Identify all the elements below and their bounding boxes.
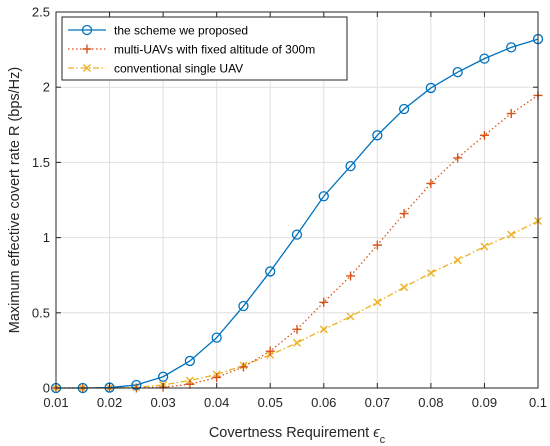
data-point [184, 355, 196, 367]
data-point [265, 346, 275, 356]
x-axis-label-symbol: ϵ [373, 425, 380, 441]
data-point [319, 325, 328, 334]
legend: the scheme we proposed multi-UAVs with fi… [61, 16, 348, 81]
x-tick-label: 0.09 [472, 395, 497, 410]
data-point [291, 229, 303, 240]
data-point [372, 130, 383, 141]
data-point [345, 161, 356, 172]
legend-marker [81, 24, 93, 36]
data-point [426, 268, 435, 277]
legend-item: conventional single UAV [68, 62, 243, 76]
legend-label: the scheme we proposed [114, 24, 248, 38]
data-point [506, 109, 516, 119]
data-point [265, 266, 276, 277]
data-point [506, 42, 517, 53]
data-point [346, 271, 356, 281]
x-tick-label: 0.01 [43, 395, 68, 410]
data-point [373, 298, 382, 307]
y-tick-label: 2.5 [32, 5, 50, 20]
x-tick-label: 0.04 [204, 395, 229, 410]
legend-marker [83, 64, 91, 72]
axes-box [55, 11, 539, 389]
x-axis-label: Covertness Requirement ϵc [209, 425, 386, 446]
x-tick-label: 0.07 [365, 395, 390, 410]
data-point [400, 283, 409, 292]
series-line [56, 38, 539, 389]
x-axis-label-sub: c [380, 434, 386, 446]
y-tick-label: 0 [43, 381, 50, 396]
data-point [453, 153, 463, 163]
data-point [211, 332, 222, 343]
x-tick-label: 0.1 [529, 395, 547, 410]
data-point [131, 379, 142, 391]
data-point [318, 191, 329, 202]
data-point [398, 103, 410, 115]
y-tick-label: 1.5 [32, 155, 50, 170]
x-tick-label: 0.06 [311, 395, 336, 410]
data-point [399, 209, 409, 219]
y-tick-label: 2 [43, 80, 50, 95]
x-tick-label: 0.02 [97, 395, 122, 410]
x-tick-label: 0.05 [258, 395, 283, 410]
data-point [212, 372, 222, 382]
x-axis-label-main: Covertness Requirement [209, 425, 373, 441]
data-point [292, 324, 302, 334]
tick-labels: 0.01 0.02 0.03 0.04 0.05 0.06 0.07 0.08 0.09 0.1 0… [32, 5, 547, 411]
data-point [453, 256, 462, 265]
data-point [319, 297, 329, 307]
legend-label: conventional single UAV [114, 62, 243, 76]
legend-label: multi-UAVs with fixed altitude of 300m [114, 43, 315, 57]
data-point [157, 371, 169, 382]
x-tick-label: 0.03 [150, 395, 175, 410]
ticks [55, 11, 539, 389]
data-point [293, 338, 301, 347]
data-point [507, 230, 516, 239]
x-tick-label: 0.08 [418, 395, 443, 410]
data-point [372, 240, 382, 250]
series-circle [50, 33, 544, 394]
data-point [480, 242, 489, 251]
data-point [479, 53, 490, 64]
data-point [238, 300, 249, 312]
y-axis-label: Maximum effective covert rate R (bps/Hz) [7, 67, 23, 333]
legend-box [61, 16, 348, 81]
data-point [346, 312, 355, 321]
data-point [185, 379, 195, 389]
data-point [426, 178, 436, 188]
data-point [425, 82, 437, 94]
data-point [238, 362, 248, 372]
legend-marker [82, 44, 92, 54]
y-tick-label: 0.5 [32, 305, 50, 320]
data-point [479, 130, 489, 140]
legend-item: multi-UAVs with fixed altitude of 300m [68, 43, 315, 57]
legend-item: the scheme we proposed [68, 24, 248, 38]
data-point [452, 67, 463, 78]
y-tick-label: 1 [43, 230, 50, 245]
